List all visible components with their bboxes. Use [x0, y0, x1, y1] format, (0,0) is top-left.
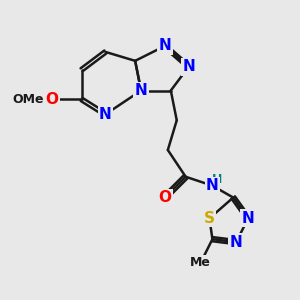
Text: N: N	[182, 59, 195, 74]
Text: N: N	[242, 211, 254, 226]
Text: S: S	[204, 211, 215, 226]
Text: H: H	[212, 173, 222, 186]
Text: N: N	[206, 178, 219, 193]
Text: N: N	[99, 107, 112, 122]
Text: N: N	[158, 38, 171, 53]
Text: N: N	[135, 83, 148, 98]
Text: O: O	[45, 92, 58, 107]
Text: Me: Me	[190, 256, 211, 269]
Text: OMe: OMe	[12, 93, 44, 106]
Text: N: N	[230, 235, 243, 250]
Text: O: O	[158, 190, 171, 205]
